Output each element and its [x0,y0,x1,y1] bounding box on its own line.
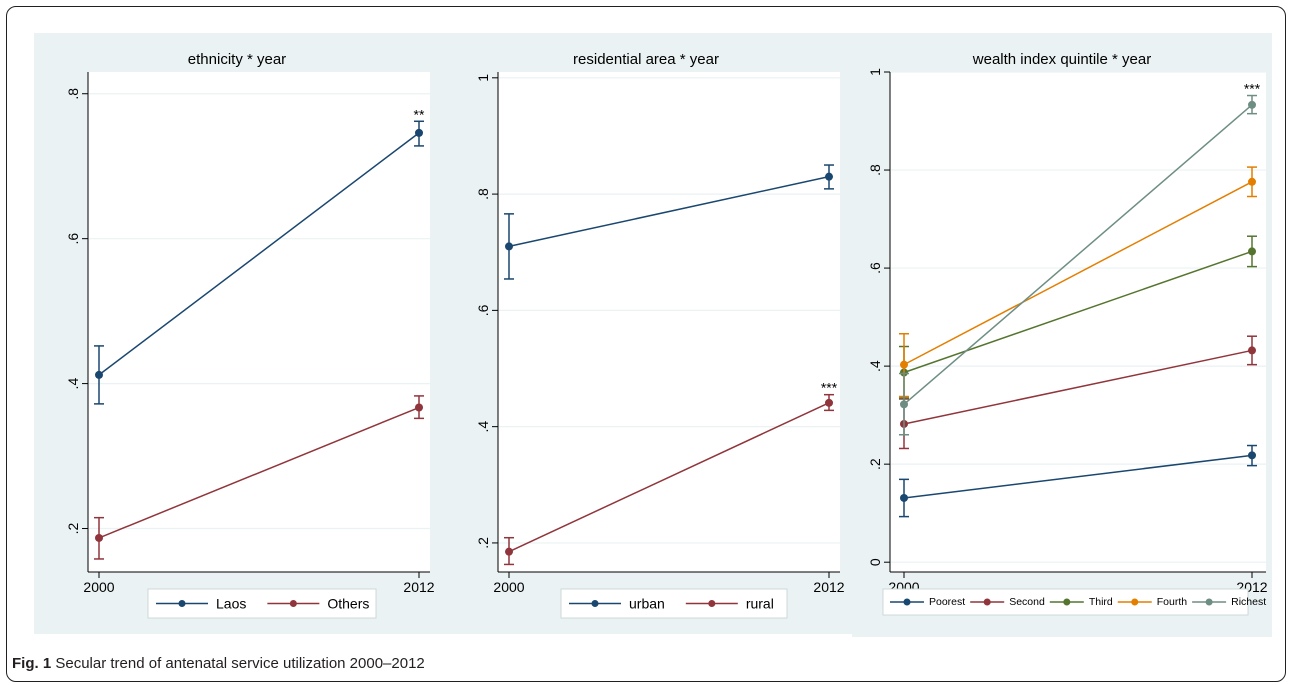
series-line [903,104,1253,405]
series-poorest [899,444,1257,518]
legend-key-marker [1131,598,1139,606]
legend-key-marker [289,600,297,607]
y-tick-label-2: .2 [867,458,883,470]
legend-key-marker [1205,598,1213,606]
series-rural [504,393,834,566]
x-tick-label-1: 2000 [493,579,524,595]
legend-label-second: Second [1009,596,1045,608]
y-tick-label-4: .8 [475,188,491,200]
legend-key-marker [591,600,599,607]
data-point [95,533,103,542]
data-point [415,128,423,137]
x-tick-label-2: 2012 [813,579,844,595]
plot-area [88,72,430,572]
data-point [900,360,908,369]
series-line [903,250,1253,374]
data-point [1248,451,1256,460]
series-line [508,402,830,553]
legend-label-others: Others [327,596,369,612]
series-laos [94,120,424,405]
series-line [903,349,1253,425]
y-tick-label-5: .8 [867,164,883,176]
legend: Poorest Second Third Fourth Richest [882,588,1266,616]
series-line [98,406,420,539]
legend-label-richest: Richest [1231,596,1266,608]
chart-panel-1: .2 .4 .6 .8 2000 2012 ethnicity * year ** Laos Ot… [34,33,440,634]
data-point [415,403,423,412]
legend-label-rural: rural [746,596,774,612]
y-tick-label-2: .4 [65,378,81,390]
data-point [1248,346,1256,355]
legend-key-marker [708,600,716,607]
legend-key-marker [178,600,186,607]
figure-caption: Fig. 1 Secular trend of antenatal servic… [12,655,425,672]
data-point [900,400,908,409]
legend-label-laos: Laos [216,596,246,612]
legend-key-marker [903,598,911,606]
series-others [94,395,424,560]
legend: Laos Others [147,588,377,619]
y-tick-label-4: .8 [65,88,81,100]
significance-marker: *** [821,380,838,396]
data-point [505,547,513,556]
data-point [1248,177,1256,186]
figure-plots: .2 .4 .6 .8 2000 2012 ethnicity * year ** Laos Ot… [34,33,1272,637]
chart-title: residential area * year [573,51,719,68]
legend-label-poorest: Poorest [929,596,965,608]
significance-marker: *** [1244,81,1261,97]
data-point [505,242,513,251]
y-tick-label-1: 0 [867,558,883,566]
legend-label-third: Third [1089,596,1113,608]
caption-label: Fig. 1 [12,655,52,672]
plot-area [890,72,1266,572]
series-urban [504,164,834,280]
significance-marker: ** [414,106,425,122]
legend-key-marker [983,598,991,606]
y-tick-label-6: 1 [867,68,883,76]
figure-frame [6,6,1286,682]
x-tick-label-1: 2000 [83,579,114,595]
series-line [508,175,830,248]
chart-title: wealth index quintile * year [972,51,1151,68]
series-line [98,132,420,376]
data-point [825,172,833,181]
legend-key-marker [1063,598,1071,606]
series-line [903,181,1253,366]
data-point [95,370,103,379]
legend-label-fourth: Fourth [1157,596,1188,608]
data-point [1248,247,1256,256]
chart-panel-2: .2 .4 .6 .8 1 2000 2012 residential area * year… [440,33,852,634]
y-tick-label-3: .4 [867,360,883,372]
chart-title: ethnicity * year [188,51,286,68]
y-tick-label-5: 1 [475,74,491,82]
y-tick-label-3: .6 [475,304,491,316]
data-point [825,398,833,407]
y-tick-label-4: .6 [867,262,883,274]
data-point [1248,100,1256,109]
y-tick-label-3: .6 [65,233,81,245]
x-tick-label-2: 2012 [403,579,434,595]
caption-text: Secular trend of antenatal service utili… [55,655,425,672]
legend-box [560,588,788,619]
data-point [900,493,908,502]
legend-label-urban: urban [629,596,665,612]
plot-area [498,72,840,572]
series-richest [899,94,1257,436]
legend: urban rural [560,588,788,619]
y-tick-label-2: .4 [475,421,491,433]
series-line [903,454,1253,499]
y-tick-label-1: .2 [475,537,491,549]
y-tick-label-1: .2 [65,522,81,534]
